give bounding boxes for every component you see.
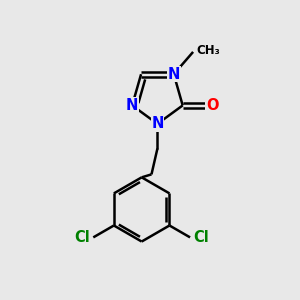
Text: Cl: Cl	[194, 230, 209, 245]
Text: N: N	[168, 67, 180, 82]
Text: N: N	[151, 116, 164, 131]
Text: O: O	[206, 98, 219, 113]
Text: CH₃: CH₃	[197, 44, 220, 57]
Text: Cl: Cl	[74, 230, 90, 245]
Text: N: N	[126, 98, 138, 113]
